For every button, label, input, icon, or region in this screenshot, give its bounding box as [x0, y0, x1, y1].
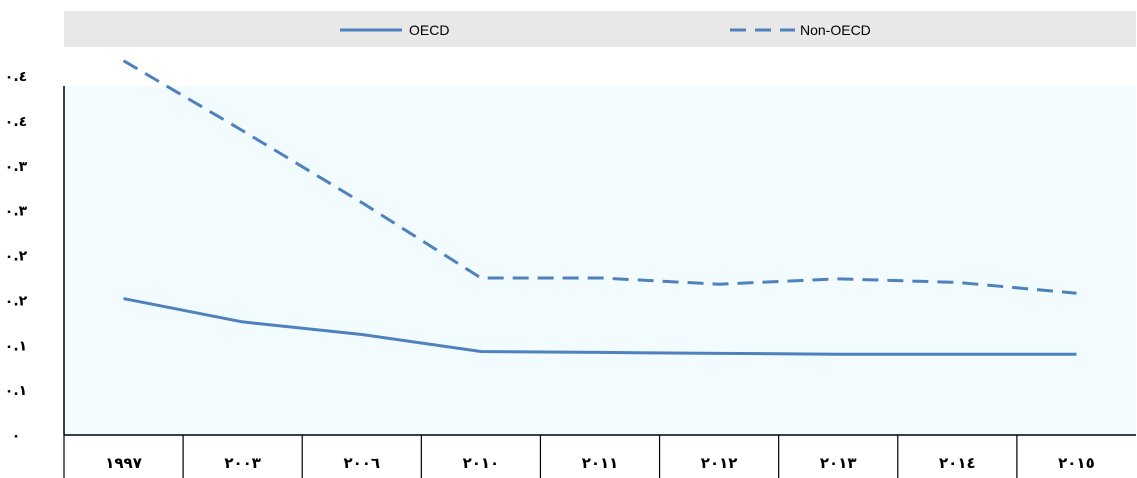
y-tick-label: ٠.١ — [5, 383, 27, 399]
x-tick-label: ٢٠١٣ — [820, 454, 857, 472]
y-tick-label: ٠.٤ — [5, 69, 27, 85]
x-axis: ١٩٩٧ ٢٠٠٣ ٢٠٠٦ ٢٠١٠ ٢٠١١ ٢٠١٢ ٢٠١٣ ٢٠١٤ ٢٠١٥ — [63, 434, 1136, 478]
x-tick-label: ٢٠٠٦ — [343, 454, 380, 472]
x-tick-label: ٢٠١٥ — [1058, 454, 1095, 472]
legend-label: OECD — [409, 22, 449, 38]
legend-box — [64, 11, 1136, 47]
x-tick-label: ٢٠١١ — [582, 454, 619, 472]
y-tick-label: ٠.٤ — [5, 114, 27, 130]
y-tick-label: ٠.١ — [5, 338, 27, 354]
plot-area — [64, 86, 1136, 435]
x-tick-label: ٢٠١٢ — [701, 454, 738, 472]
legend: OECD Non-OECD — [340, 22, 871, 38]
y-axis: ٠ ٠.١ ٠.١ ٠.٢ ٠.٢ ٠.٣ ٠.٣ ٠.٤ ٠.٤ — [5, 69, 65, 444]
x-tick-label: ٢٠١٠ — [463, 454, 500, 472]
y-tick-label: ٠.٣ — [5, 159, 28, 175]
series-lines — [122, 59, 1077, 356]
y-tick-label: ٠.٢ — [5, 249, 28, 265]
y-tick-label: ٠.٣ — [5, 204, 28, 220]
x-tick-label: ٢٠١٤ — [939, 454, 976, 472]
legend-label: Non-OECD — [800, 22, 871, 38]
x-tick-label: ١٩٩٧ — [105, 454, 142, 472]
y-tick-label: ٠ — [12, 428, 21, 444]
x-tick-label: ٢٠٠٣ — [224, 454, 261, 472]
y-tick-label: ٠.٢ — [5, 293, 28, 309]
